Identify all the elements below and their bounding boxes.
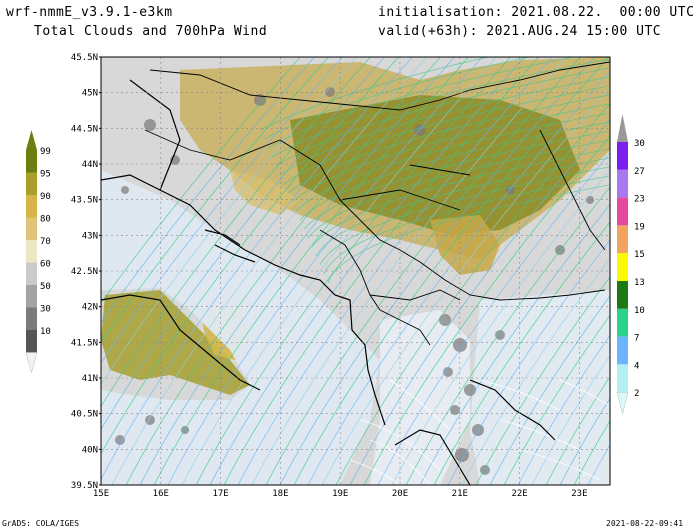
- legend-bottom-arrow: [25, 352, 38, 374]
- cloud-legend-label: 60: [40, 260, 51, 270]
- wind-legend-swatch: [617, 225, 628, 254]
- cloud-legend-swatch: [26, 172, 37, 195]
- latitude-label: 41.5N: [71, 338, 98, 348]
- wind-legend-label: 19: [634, 222, 645, 232]
- longitude-label: 19E: [332, 489, 348, 499]
- cloud-legend-label: 70: [40, 237, 51, 247]
- longitude-label: 23E: [571, 489, 587, 499]
- cloud-legend-label: 30: [40, 305, 51, 315]
- model-title: wrf-nmmE_v3.9.1-e3km: [6, 5, 173, 20]
- cloud-legend-label: 95: [40, 170, 51, 180]
- latitude-label: 43N: [82, 231, 98, 241]
- cloud-legend-label: 99: [40, 147, 51, 157]
- wind-legend-swatch: [617, 281, 628, 309]
- cloud-legend-swatch: [26, 150, 37, 173]
- wind-legend-label: 4: [634, 361, 639, 371]
- latitude-label: 44.5N: [71, 124, 98, 134]
- longitude-labels: 15E 16E 17E 18E 19E 20E 21E 22E 23E: [93, 489, 588, 499]
- cloud-legend-label: 10: [40, 327, 51, 337]
- latitude-label: 43.5N: [71, 196, 98, 206]
- wind-legend-label: 13: [634, 278, 645, 288]
- longitude-label: 15E: [93, 489, 109, 499]
- valid-time: valid(+63h): 2021.AUG.24 15:00 UTC: [378, 24, 662, 39]
- cloud-legend-swatch: [26, 195, 37, 218]
- legend-top-arrow: [26, 130, 37, 150]
- wind-speed-legend: 30 27 23 19 15 13 10 7 4 2: [616, 114, 645, 415]
- cloud-legend-swatch: [26, 285, 37, 308]
- wind-legend-swatch: [617, 197, 628, 226]
- wind-legend-label: 30: [634, 139, 645, 149]
- white-wind-streaks: [349, 379, 609, 485]
- wind-legend-label: 23: [634, 195, 645, 205]
- wind-streamlines: [101, 57, 610, 485]
- initialisation-time: initialisation: 2021.08.22. 00:00 UTC: [378, 5, 695, 20]
- wind-legend-swatch: [617, 253, 628, 281]
- cloud-legend-swatch: [26, 240, 37, 263]
- cloud-legend-label: 50: [40, 282, 51, 292]
- wind-legend-label: 7: [634, 334, 639, 344]
- legend-bottom-arrow: [616, 391, 629, 415]
- cloud-legend-swatch: [26, 330, 37, 353]
- map-grid: [101, 57, 610, 485]
- cloud-legend-swatch: [26, 217, 37, 240]
- longitude-label: 18E: [272, 489, 288, 499]
- wind-legend-label: 10: [634, 306, 645, 316]
- longitude-label: 22E: [511, 489, 527, 499]
- longitude-label: 21E: [452, 489, 468, 499]
- latitude-label: 44N: [82, 160, 98, 170]
- wind-legend-label: 2: [634, 389, 639, 399]
- footer-timestamp: 2021-08-22-09:41: [606, 519, 684, 528]
- latitude-label: 39.5N: [71, 481, 98, 491]
- latitude-labels: 45.5N 45N 44.5N 44N 43.5N 43N 42.5N 42N 41.5N 41N…: [71, 53, 101, 491]
- wind-legend-swatch: [617, 364, 628, 393]
- latitude-label: 41N: [82, 374, 98, 384]
- latitude-label: 45.5N: [71, 53, 98, 63]
- wind-legend-swatch: [617, 336, 628, 365]
- product-title: Total Clouds and 700hPa Wind: [34, 24, 268, 39]
- cloud-legend-swatch: [26, 307, 37, 330]
- latitude-label: 42.5N: [71, 267, 98, 277]
- legend-top-arrow: [617, 114, 628, 142]
- latitude-label: 40.5N: [71, 410, 98, 420]
- cloud-legend-label: 90: [40, 192, 51, 202]
- latitude-label: 42N: [82, 303, 98, 313]
- latitude-label: 40N: [82, 445, 98, 455]
- longitude-label: 16E: [153, 489, 169, 499]
- wind-legend-swatch: [617, 142, 628, 170]
- wind-legend-label: 27: [634, 167, 645, 177]
- longitude-label: 17E: [212, 489, 228, 499]
- footer-credit: GrADS: COLA/IGES: [2, 519, 80, 528]
- cloud-cover-legend: 99 95 90 80 70 60 50 30 10: [25, 130, 51, 374]
- cloud-legend-label: 80: [40, 215, 51, 225]
- latitude-label: 45N: [82, 89, 98, 99]
- cloud-legend-swatch: [26, 262, 37, 285]
- longitude-label: 20E: [392, 489, 408, 499]
- wind-legend-label: 15: [634, 250, 645, 260]
- wind-legend-swatch: [617, 169, 628, 198]
- wind-legend-swatch: [617, 308, 628, 337]
